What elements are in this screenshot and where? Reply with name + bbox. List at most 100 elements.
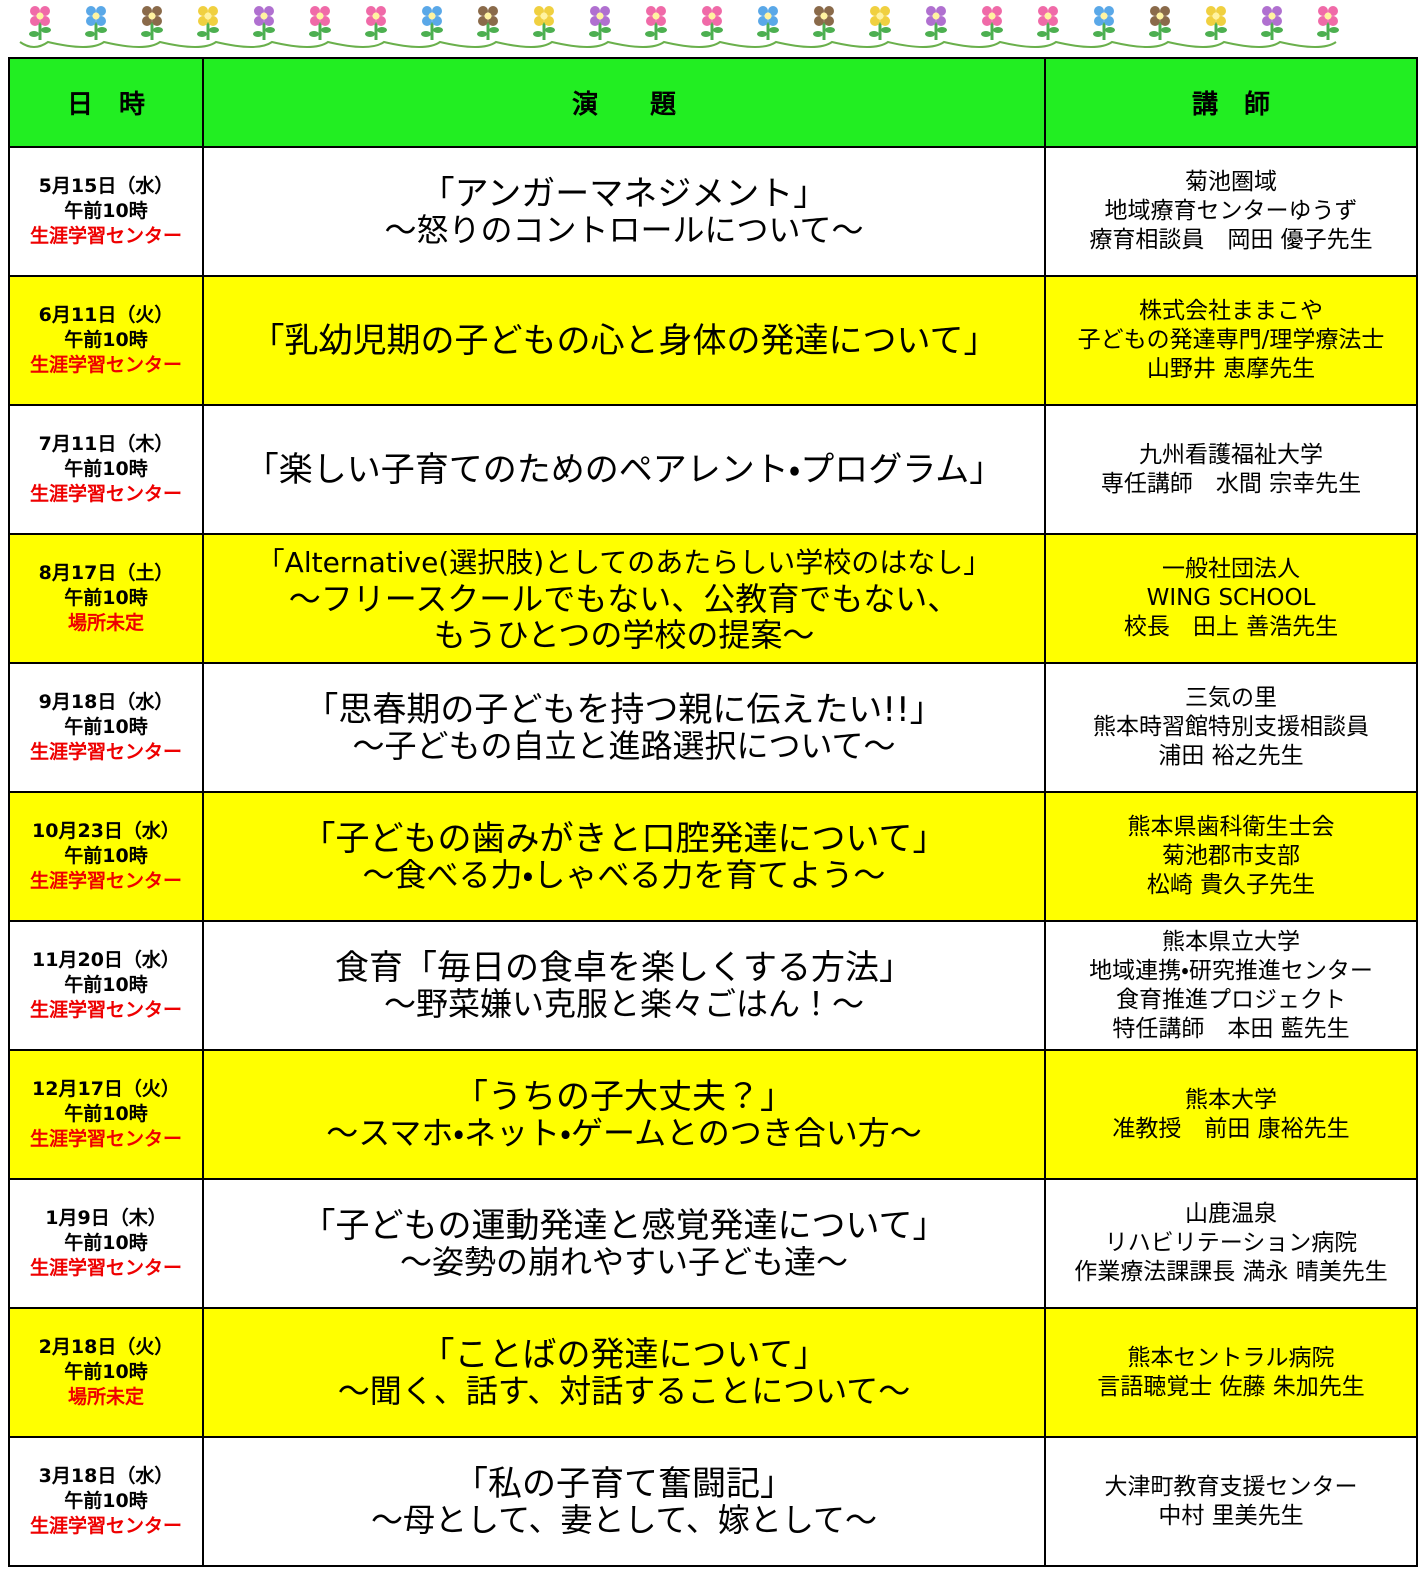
date: 11月20日（水）	[32, 949, 180, 971]
decoration	[982, 16, 992, 26]
decoration	[488, 6, 498, 16]
decoration	[36, 12, 44, 20]
decoration	[1272, 16, 1282, 26]
title-cell: 「楽しい子育てのためのペアレント・プログラム」	[202, 404, 1046, 535]
decoration	[652, 12, 660, 20]
lecturer-cell: 大津町教育支援センター 中村 里美先生	[1044, 1436, 1418, 1567]
date-cell: 12月17日（火） 午前10時 生涯学習センター	[8, 1049, 204, 1180]
title: 「子どもの歯みがきと口腔発達について」	[301, 818, 947, 859]
time: 午前10時	[64, 458, 148, 480]
decoration	[264, 6, 274, 16]
table-row: 8月17日（土） 午前10時 場所未定 「Alternative(選択肢)としてのあた…	[8, 533, 1418, 664]
title: 「アンガーマネジメント」	[420, 173, 828, 214]
date: 7月11日（木）	[38, 433, 174, 455]
decoration	[29, 31, 39, 37]
title: 「Alternative(選択肢)としてのあたらしい学校のはなし」	[256, 545, 992, 579]
decoration	[600, 16, 610, 26]
decoration	[30, 6, 40, 16]
subtitle: もうひとつの学校の提案～	[433, 615, 815, 654]
decoration	[988, 12, 996, 20]
time: 午前10時	[64, 1490, 148, 1512]
time: 午前10時	[64, 716, 148, 738]
decoration	[489, 27, 499, 33]
lecturer-line: 山鹿温泉	[1185, 1201, 1277, 1227]
place: 場所未定	[67, 1386, 144, 1408]
decoration	[1206, 16, 1216, 26]
decoration	[540, 12, 548, 20]
decoration	[320, 6, 330, 16]
decoration	[881, 27, 891, 33]
decoration	[544, 6, 554, 16]
decoration	[209, 27, 219, 33]
decoration	[204, 12, 212, 20]
decoration	[813, 31, 823, 37]
lecturer-cell: 山鹿温泉 リハビリテーション病院 作業療法課課長 満永 晴美先生	[1044, 1178, 1418, 1309]
date-cell: 5月15日（水） 午前10時 生涯学習センター	[8, 146, 204, 277]
time: 午前10時	[64, 845, 148, 867]
decoration	[1328, 6, 1338, 16]
decoration	[1328, 16, 1338, 26]
decoration	[533, 31, 543, 37]
decoration	[208, 16, 218, 26]
date-cell: 1月9日（木） 午前10時 生涯学習センター	[8, 1178, 204, 1309]
subtitle: ～野菜嫌い克服と楽々ごはん！～	[383, 984, 864, 1023]
lecturer-line: 言語聴覚士 佐藤 朱加先生	[1097, 1373, 1365, 1400]
decoration	[1216, 6, 1226, 16]
decoration	[264, 16, 274, 26]
date: 1月9日（木）	[45, 1207, 167, 1229]
decoration	[1104, 6, 1114, 16]
date-cell: 2月18日（火） 午前10時 場所未定	[8, 1307, 204, 1438]
decoration	[925, 31, 935, 37]
decoration	[876, 12, 884, 20]
decoration	[1160, 16, 1170, 26]
schedule-table: 日 時 演 題 講 師 5月15日（水） 午前10時 生涯学習センター 「アンガーマネ…	[8, 57, 1418, 1567]
time: 午前10時	[64, 587, 148, 609]
lecturer-line: 熊本時習館特別支援相談員	[1093, 714, 1369, 740]
decoration	[656, 16, 666, 26]
decoration	[600, 6, 610, 16]
header-cell: 講 師	[1044, 57, 1418, 148]
decoration	[152, 6, 162, 16]
decoration	[254, 6, 264, 16]
place: 生涯学習センター	[29, 1128, 182, 1150]
lecturer-line: 療育相談員 岡田 優子先生	[1089, 227, 1373, 253]
title: 「乳幼児期の子どもの心と身体の発達について」	[250, 320, 998, 361]
decoration	[589, 31, 599, 37]
decoration	[1206, 6, 1216, 16]
decoration	[1262, 6, 1272, 16]
date: 3月18日（水）	[38, 1465, 174, 1487]
decoration	[1205, 31, 1215, 37]
decoration	[40, 6, 50, 16]
title: 「うちの子大丈夫？」	[454, 1076, 794, 1117]
decoration	[1048, 6, 1058, 16]
subtitle: ～聞く、話す、対話することについて～	[337, 1371, 911, 1410]
decoration	[769, 27, 779, 33]
subtitle: ～食べる力・しゃべる力を育てよう～	[362, 855, 886, 894]
lecturer-line: 山野井 恵摩先生	[1146, 356, 1316, 382]
decoration	[1160, 6, 1170, 16]
title: 「ことばの発達について」	[420, 1334, 828, 1375]
decoration	[1161, 27, 1171, 33]
decoration	[428, 12, 436, 20]
decoration	[646, 6, 656, 16]
decoration	[768, 16, 778, 26]
place: 生涯学習センター	[29, 999, 182, 1021]
decoration	[1037, 31, 1047, 37]
decoration	[601, 27, 611, 33]
header-cell: 日 時	[8, 57, 204, 148]
decoration	[19, 40, 1337, 48]
decoration	[92, 12, 100, 20]
title: 「子どもの運動発達と感覚発達について」	[301, 1205, 947, 1246]
decoration	[484, 12, 492, 20]
flower-border	[19, 6, 1339, 48]
decoration	[1156, 12, 1164, 20]
decoration	[702, 16, 712, 26]
lecturer-line: リハビリテーション病院	[1104, 1230, 1358, 1256]
lecturer-line: 一般社団法人	[1162, 556, 1300, 582]
table-row: 1月9日（木） 午前10時 生涯学習センター 「子どもの運動発達と感覚発達について」～…	[8, 1178, 1418, 1309]
title-cell: 「ことばの発達について」 ～聞く、話す、対話することについて～	[202, 1307, 1046, 1438]
decoration	[657, 27, 667, 33]
title-cell: 食育「毎日の食卓を楽しくする方法」 ～野菜嫌い克服と楽々ごはん！～	[202, 920, 1046, 1051]
lecturer-line: 子どもの発達専門/理学療法士	[1077, 327, 1385, 353]
decoration	[1038, 6, 1048, 16]
